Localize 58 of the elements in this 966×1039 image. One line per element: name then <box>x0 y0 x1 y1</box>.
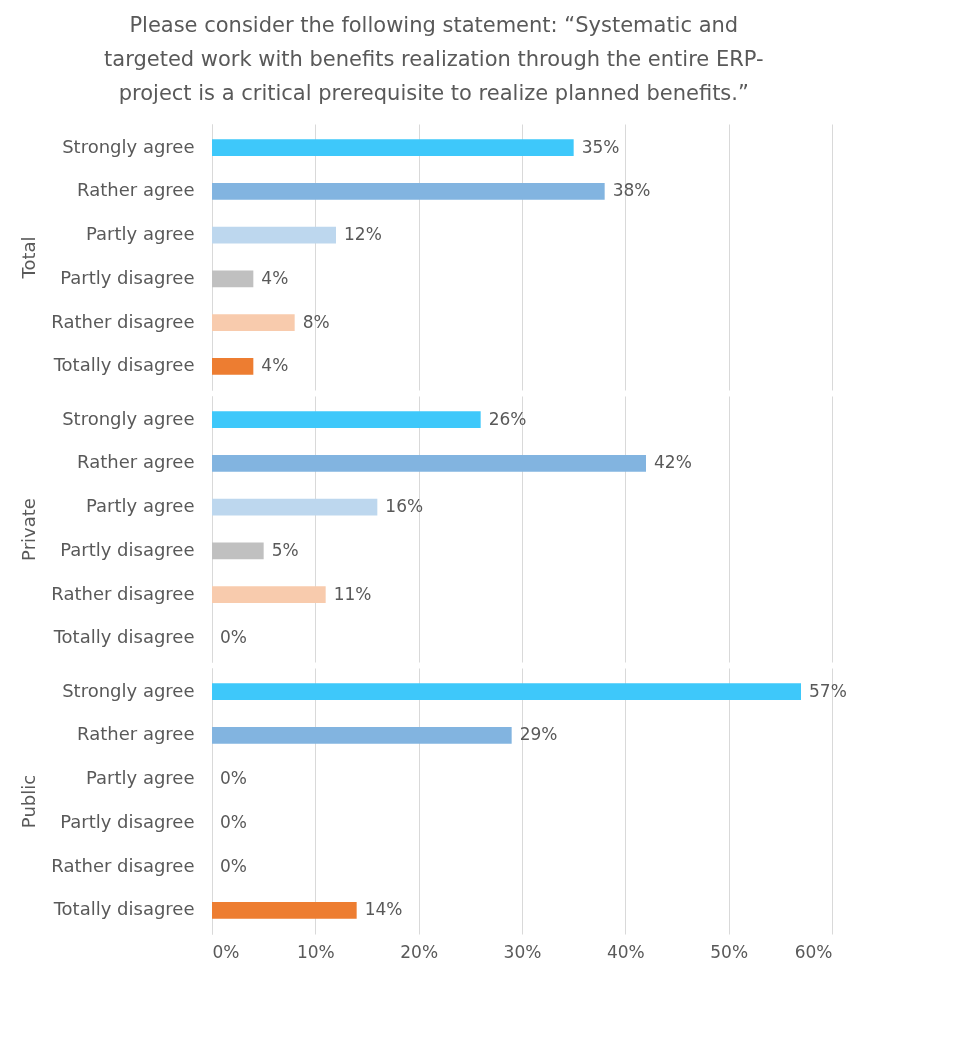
y-tick-label: Rather disagree <box>51 582 195 604</box>
bar <box>212 455 646 472</box>
data-label: 14% <box>364 899 403 920</box>
data-label: 57% <box>809 680 847 701</box>
y-tick-label: Rather agree <box>77 179 195 201</box>
y-axis-title: Private <box>18 498 40 561</box>
y-axis-title: Total <box>18 236 40 280</box>
y-tick-label: Partly disagree <box>60 266 195 288</box>
y-tick-label: Strongly agree <box>62 679 195 701</box>
data-label: 0% <box>220 768 247 789</box>
y-tick-label: Strongly agree <box>62 135 195 157</box>
y-tick-label: Totally disagree <box>52 898 195 920</box>
data-label: 0% <box>220 855 247 876</box>
bar <box>212 314 295 331</box>
bar <box>212 586 326 603</box>
y-tick-label: Rather disagree <box>51 854 195 876</box>
x-tick-label: 30% <box>503 941 542 962</box>
bar <box>212 139 574 156</box>
y-tick-label: Partly disagree <box>60 810 195 832</box>
bar <box>212 183 605 200</box>
x-tick-label: 20% <box>400 941 439 962</box>
bar <box>212 411 481 428</box>
bar <box>212 270 254 288</box>
x-tick-label: 50% <box>710 941 749 962</box>
x-tick-label: 0% <box>212 941 240 962</box>
data-label: 0% <box>220 627 247 648</box>
data-label: 35% <box>581 136 620 157</box>
bar <box>212 542 264 560</box>
data-label: 8% <box>302 311 330 332</box>
bar <box>212 226 336 244</box>
bar <box>212 358 254 375</box>
data-label: 0% <box>220 811 247 832</box>
y-tick-label: Rather agree <box>77 723 195 745</box>
y-tick-label: Partly agree <box>85 767 195 789</box>
y-tick-label: Strongly agree <box>62 407 195 429</box>
data-label: 5% <box>271 539 299 560</box>
data-label: 29% <box>519 724 558 745</box>
data-label: 11% <box>333 583 372 604</box>
y-axis-title: Public <box>18 774 40 829</box>
data-label: 26% <box>488 408 527 429</box>
x-tick-label: 10% <box>296 941 335 962</box>
data-label: 16% <box>385 496 424 517</box>
data-label: 38% <box>612 180 651 201</box>
y-tick-label: Totally disagree <box>52 626 195 648</box>
data-label: 42% <box>654 452 692 473</box>
y-tick-label: Rather disagree <box>51 310 195 332</box>
y-tick-label: Partly agree <box>85 495 195 517</box>
y-tick-label: Partly disagree <box>60 538 195 560</box>
data-label: 4% <box>261 267 289 288</box>
bar <box>212 498 378 516</box>
y-tick-label: Totally disagree <box>52 354 195 376</box>
data-label: 4% <box>261 355 289 376</box>
y-tick-label: Partly agree <box>85 223 195 245</box>
x-tick-label: 60% <box>794 941 833 962</box>
x-tick-label: 40% <box>606 941 645 962</box>
y-tick-label: Rather agree <box>77 451 195 473</box>
chart-title: Please consider the following statement: “Systematic and targeted work with benefits realization through the entire ERP-project is a critical prerequisite to realize planned benefits.” <box>104 13 764 105</box>
data-label: 12% <box>344 224 382 245</box>
